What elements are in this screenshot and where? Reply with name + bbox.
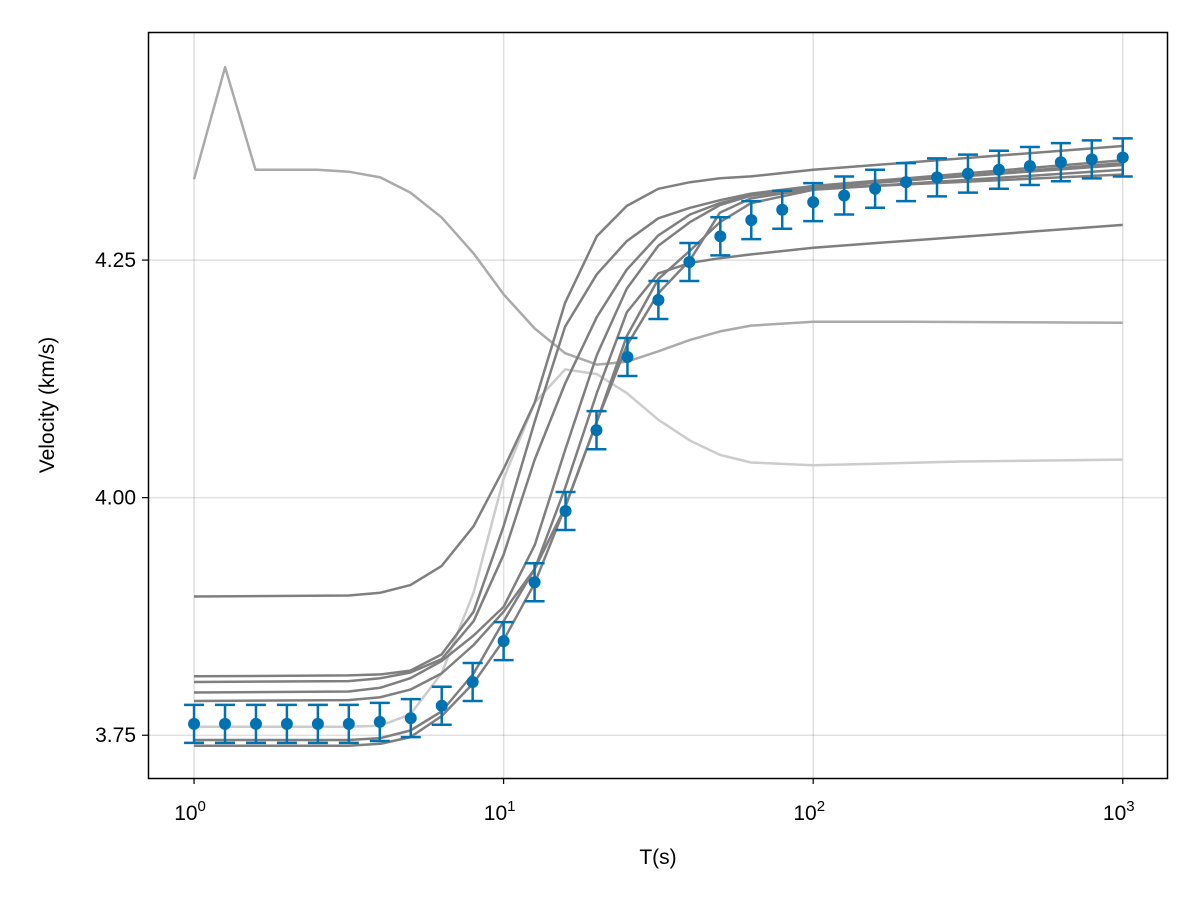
observed-point: [1085, 153, 1098, 166]
observed-point-with-error: [865, 168, 886, 210]
observed-point-with-error: [307, 703, 328, 745]
plot-frame: [147, 31, 1169, 780]
observed-point-with-error: [493, 620, 514, 662]
observed-point: [280, 717, 293, 730]
observed-point: [435, 699, 448, 712]
observed-point: [745, 214, 758, 227]
x-tick-label: 100: [174, 798, 206, 825]
observed-point-with-error: [215, 703, 236, 745]
observed-point-with-error: [772, 189, 793, 230]
observed-point-with-error: [184, 703, 205, 745]
observed-point: [311, 717, 324, 730]
x-axis-label: T(s): [639, 846, 676, 869]
observed-point: [373, 715, 386, 728]
observed-point: [900, 176, 913, 189]
observed-point: [992, 163, 1005, 176]
model-curve: [194, 223, 1123, 742]
y-axis-ticks: 3.75 4.00 4.25: [95, 249, 148, 747]
observed-point: [714, 230, 727, 243]
observed-point: [1023, 159, 1036, 172]
x-tick-exponent: 0: [198, 798, 206, 815]
observed-point-with-error: [1019, 145, 1040, 187]
model-curve: [193, 163, 1123, 694]
observed-point: [776, 203, 789, 216]
observed-point-with-error: [431, 685, 452, 727]
x-tick-label: 102: [793, 798, 825, 825]
observed-point-with-error: [276, 703, 297, 745]
observed-point-with-error: [369, 701, 390, 743]
x-tick-base: 10: [484, 802, 507, 825]
observed-point-with-error: [988, 149, 1009, 191]
x-tick-label: 101: [484, 798, 516, 825]
model-curve: [194, 368, 1123, 728]
y-axis-label: Velocity (km/s): [36, 337, 59, 474]
observed-point: [497, 635, 510, 648]
y-tick-label: 4.00: [95, 487, 136, 510]
observed-point: [559, 504, 572, 517]
observed-point: [528, 576, 541, 589]
x-tick-base: 10: [1103, 802, 1126, 825]
observed-point-with-error: [462, 661, 483, 703]
observed-point-with-error: [957, 153, 978, 194]
observed-point: [621, 351, 634, 364]
observed-point: [931, 171, 944, 184]
model-curve: [193, 161, 1123, 684]
observed-point-with-error: [834, 175, 855, 216]
x-tick-label: 103: [1103, 798, 1135, 825]
model-curve: [193, 159, 1123, 678]
observed-series: [184, 137, 1133, 745]
model-curves: [192, 65, 1123, 747]
y-tick-label: 3.75: [95, 724, 136, 747]
x-tick-base: 10: [174, 802, 197, 825]
x-tick-base: 10: [793, 802, 816, 825]
observed-point-with-error: [1081, 139, 1102, 180]
observed-point: [590, 424, 603, 437]
observed-point: [249, 717, 262, 730]
observed-point: [466, 676, 479, 689]
observed-point: [1116, 151, 1129, 164]
observed-point: [188, 717, 201, 730]
observed-point: [869, 182, 882, 195]
observed-point: [1054, 156, 1067, 169]
observed-point-with-error: [710, 216, 731, 257]
y-tick-label: 4.25: [95, 249, 136, 272]
observed-point-with-error: [400, 697, 421, 739]
observed-point-with-error: [803, 181, 824, 223]
x-tick-exponent: 1: [507, 798, 515, 815]
observed-point: [652, 293, 665, 306]
model-curve: [192, 65, 1123, 366]
observed-point: [838, 189, 851, 202]
observed-point: [807, 196, 820, 209]
observed-point-with-error: [896, 161, 917, 203]
observed-point-with-error: [1050, 141, 1071, 183]
observed-point-with-error: [927, 157, 948, 198]
observed-point-with-error: [617, 336, 638, 378]
observed-point-with-error: [1112, 137, 1133, 178]
x-axis-ticks: 100 101 102 103: [174, 778, 1135, 825]
observed-point-with-error: [679, 241, 700, 283]
observed-point-with-error: [555, 490, 576, 532]
observed-point: [961, 167, 974, 180]
observed-point-with-error: [338, 703, 359, 745]
observed-point: [404, 712, 417, 725]
observed-point: [219, 717, 232, 730]
observed-point: [683, 255, 696, 268]
observed-point-with-error: [245, 703, 266, 745]
grid: [148, 32, 1168, 778]
observed-point-with-error: [741, 199, 762, 241]
x-tick-exponent: 2: [817, 798, 825, 815]
observed-point-with-error: [648, 279, 669, 321]
observed-point-with-error: [524, 561, 545, 603]
observed-point: [342, 717, 355, 730]
model-curve: [193, 144, 1123, 598]
observed-point-with-error: [586, 409, 607, 451]
x-tick-exponent: 3: [1126, 798, 1134, 815]
model-curve: [193, 168, 1123, 703]
